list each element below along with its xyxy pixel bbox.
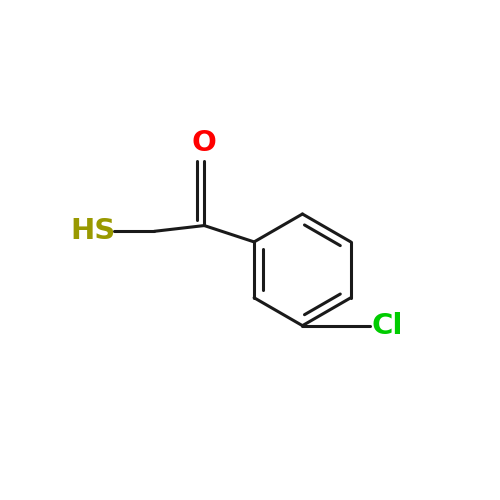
Text: HS: HS — [70, 218, 115, 246]
Text: O: O — [192, 129, 216, 157]
Text: Cl: Cl — [372, 312, 403, 340]
